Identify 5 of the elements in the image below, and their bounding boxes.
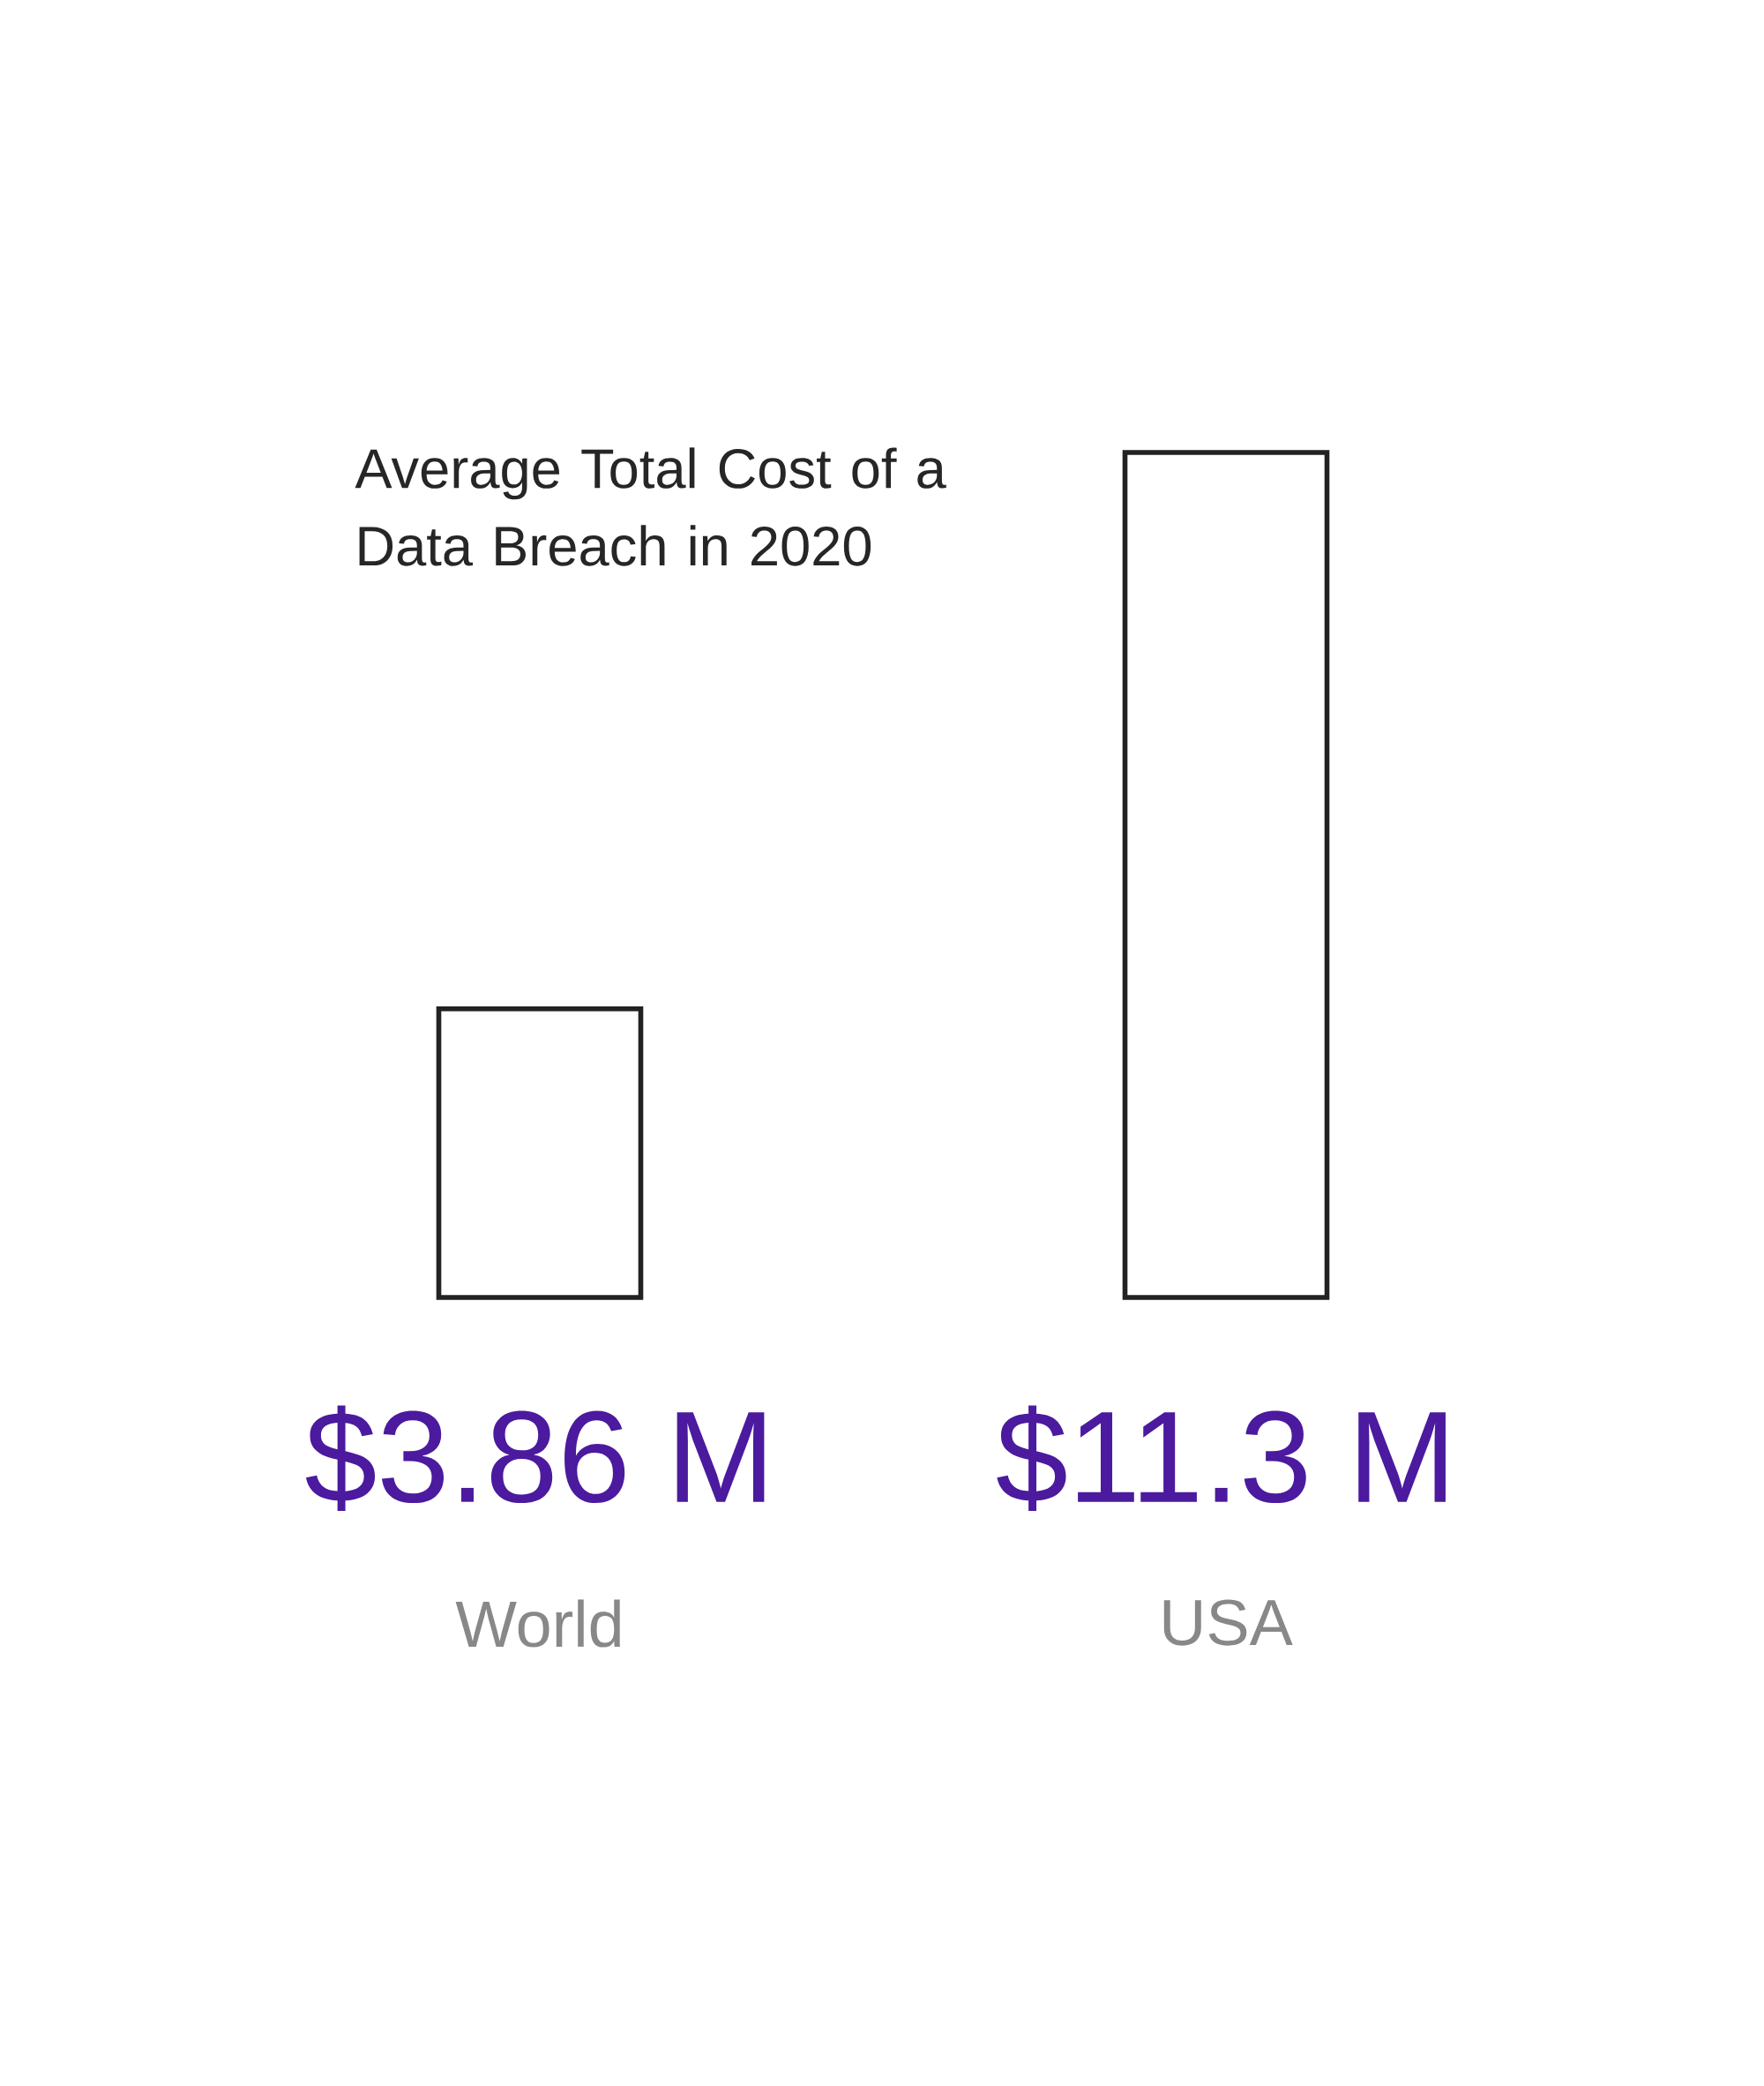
x-tick-label: USA xyxy=(1163,1599,1293,1646)
data-label: $11.3 M xyxy=(997,1405,1446,1511)
x-tick-label: World xyxy=(455,1599,620,1648)
chart-title: Average Total Cost of a Data Breach in 2020 xyxy=(355,447,946,566)
data-label: $3.86 M xyxy=(305,1405,765,1511)
